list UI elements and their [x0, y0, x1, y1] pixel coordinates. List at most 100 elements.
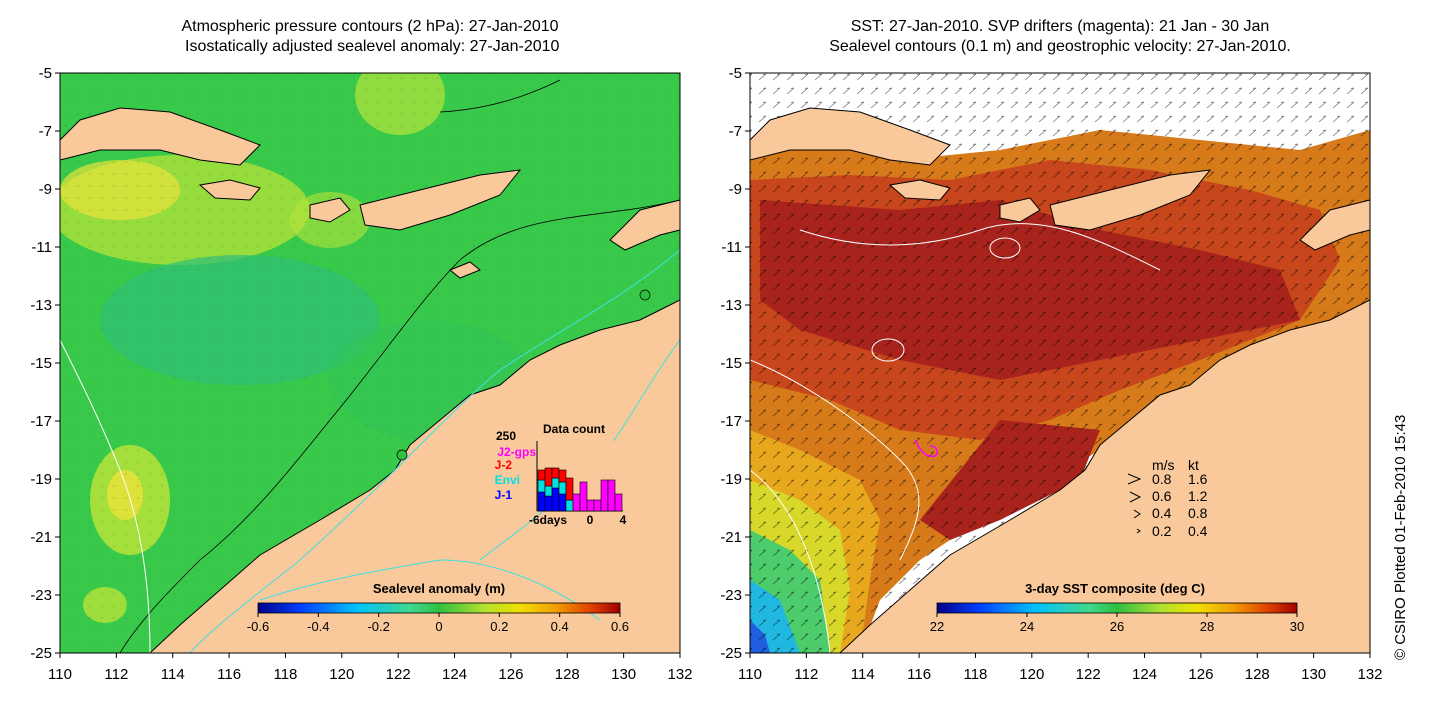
legend-header-kt: kt [1188, 457, 1199, 473]
x-tick-label: 126 [498, 666, 523, 683]
y-tick-label: -23 [720, 587, 742, 604]
left-island-marker [639, 289, 651, 301]
y-tick-label: -25 [30, 645, 52, 662]
legend-kt-value: 0.8 [1188, 505, 1208, 521]
legend-kt-value: 1.2 [1188, 488, 1208, 504]
left-land [60, 107, 680, 653]
colorbar-tick-label: -0.6 [247, 619, 269, 634]
legend-ms-value: 0.8 [1152, 471, 1172, 487]
y-tick-label: -11 [31, 239, 52, 256]
mission-label-j2gps: J2-gps [497, 445, 536, 459]
data-count-max: 250 [496, 429, 516, 443]
colorbar-tick-label: 22 [930, 619, 944, 634]
y-tick-label: -23 [30, 587, 52, 604]
x-tick-label: 124 [442, 666, 467, 683]
y-tick-label: -17 [720, 413, 742, 430]
y-tick-label: -7 [729, 123, 742, 140]
y-tick-label: -21 [30, 529, 52, 546]
x-tick-label: 130 [1301, 666, 1326, 683]
legend-ms-value: 0.6 [1152, 488, 1172, 504]
x-tick-label: 128 [1245, 666, 1270, 683]
legend-ms-value: 0.2 [1152, 523, 1172, 539]
right-colorbar: 3-day SST composite (deg C) 22 24 26 28 30 [930, 581, 1304, 634]
velocity-legend: m/s kt 0.8 1.6 0.6 1.2 0.4 0.8 0.2 0.4 [1127, 457, 1208, 539]
y-tick-label: -5 [729, 65, 742, 82]
x-tick-label: 112 [794, 666, 818, 683]
x-tick-label: 116 [907, 666, 931, 683]
colorbar-tick-label: -0.2 [367, 619, 389, 634]
x-tick-label: 118 [963, 666, 987, 683]
legend-arrow-0.2 [1136, 528, 1141, 534]
data-count-xlabel: 0 [587, 513, 594, 527]
x-tick-label: 126 [1188, 666, 1213, 683]
data-count-inset: Data count 250 J2-gps J-2 Envi J-1 [495, 422, 627, 527]
svp-drifter-track [914, 439, 938, 458]
colorbar-tick-label: -0.4 [307, 619, 329, 634]
left-colorbar: Sealevel anomaly (m) -0.6 -0.4 -0.2 0 0.2 0.4… [247, 581, 629, 634]
left-map [60, 73, 680, 653]
x-tick-label: 110 [48, 666, 72, 683]
x-tick-label: 132 [667, 666, 692, 683]
legend-header-ms: m/s [1152, 457, 1175, 473]
left-zero-contour [60, 339, 151, 653]
y-tick-label: -9 [39, 181, 52, 198]
left-axis-ticks: 110 112 114 116 118 120 122 124 126 128 130 132 -5 -7… [30, 65, 692, 683]
mission-label-envi: Envi [495, 473, 520, 487]
x-tick-label: 118 [273, 666, 297, 683]
left-colorbar-bar [257, 602, 621, 614]
right-panel-title: SST: 27-Jan-2010. SVP drifters (magenta)… [829, 18, 1291, 55]
x-tick-label: 124 [1132, 666, 1157, 683]
x-tick-label: 114 [851, 666, 875, 683]
data-count-xlabel: -6days [529, 513, 567, 527]
right-map [750, 73, 1370, 653]
legend-arrow-0.8 [1127, 473, 1142, 485]
x-tick-label: 128 [555, 666, 580, 683]
legend-kt-value: 0.4 [1188, 523, 1208, 539]
y-tick-label: -19 [30, 471, 52, 488]
x-tick-label: 116 [217, 666, 241, 683]
x-tick-label: 130 [611, 666, 636, 683]
x-tick-label: 132 [1357, 666, 1382, 683]
y-tick-label: -11 [721, 239, 742, 256]
right-colorbar-bar [936, 602, 1298, 614]
colorbar-tick-label: 24 [1020, 619, 1034, 634]
colorbar-tick-label: 0.4 [551, 619, 569, 634]
legend-ms-value: 0.4 [1152, 505, 1172, 521]
data-count-bars [537, 467, 623, 512]
legend-arrow-0.6 [1129, 491, 1142, 503]
legend-arrow-0.4 [1133, 509, 1141, 519]
y-tick-label: -5 [39, 65, 52, 82]
legend-kt-value: 1.6 [1188, 471, 1208, 487]
y-tick-label: -19 [720, 471, 742, 488]
x-tick-label: 122 [386, 666, 411, 683]
y-tick-label: -13 [720, 297, 742, 314]
y-tick-label: -13 [30, 297, 52, 314]
y-tick-label: -21 [720, 529, 742, 546]
colorbar-tick-label: 0.2 [490, 619, 508, 634]
credit-text: © CSIRO Plotted 01-Feb-2010 15:43 [1392, 414, 1409, 660]
data-count-xlabel: 4 [620, 513, 627, 527]
left-panel-title: Atmospheric pressure contours (2 hPa): 2… [181, 18, 560, 55]
right-colorbar-title: 3-day SST composite (deg C) [1025, 581, 1205, 596]
left-pressure-contours [119, 79, 680, 653]
y-tick-label: -9 [729, 181, 742, 198]
data-count-title: Data count [543, 422, 605, 436]
mission-label-j2: J-2 [495, 458, 513, 472]
colorbar-tick-label: 28 [1200, 619, 1214, 634]
left-island-marker [396, 449, 408, 461]
right-land [750, 107, 1370, 653]
left-colorbar-title: Sealevel anomaly (m) [373, 581, 505, 596]
colorbar-tick-label: 26 [1110, 619, 1124, 634]
sealevel-contours [750, 223, 1161, 653]
y-tick-label: -15 [30, 355, 52, 372]
x-tick-label: 120 [1019, 666, 1044, 683]
y-tick-label: -25 [720, 645, 742, 662]
x-tick-label: 110 [738, 666, 762, 683]
y-tick-label: -7 [39, 123, 52, 140]
x-tick-label: 112 [104, 666, 128, 683]
x-tick-label: 122 [1076, 666, 1101, 683]
x-tick-label: 120 [329, 666, 354, 683]
y-tick-label: -15 [720, 355, 742, 372]
colorbar-tick-label: 0 [435, 619, 442, 634]
